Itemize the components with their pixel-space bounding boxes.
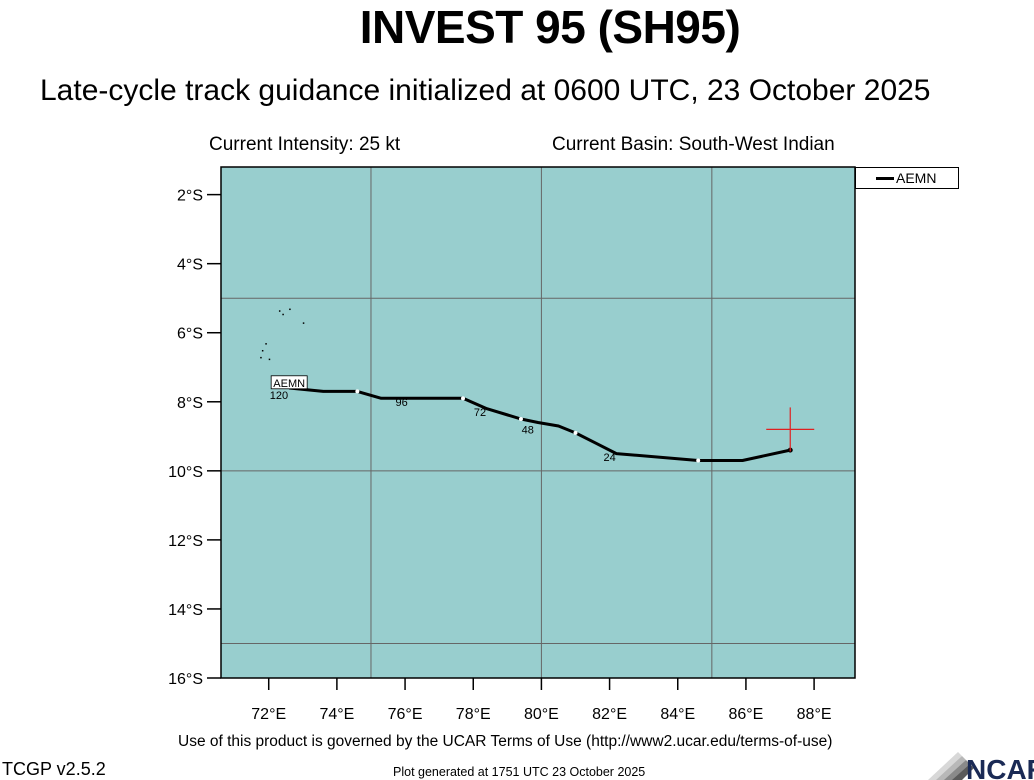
track-tau-marker xyxy=(573,430,578,435)
x-tick-label: 78°E xyxy=(456,706,491,723)
island-dot xyxy=(261,349,264,352)
plot-frame xyxy=(220,166,856,679)
track-tau-marker xyxy=(461,396,466,401)
tau-label: 96 xyxy=(396,397,408,409)
island-dot xyxy=(260,356,262,359)
y-tick-label: 8°S xyxy=(177,395,203,412)
legend-entry-aemn: AEMN xyxy=(896,170,937,186)
y-tick-label: 12°S xyxy=(168,533,203,550)
current-basin: Current Basin: South-West Indian xyxy=(552,134,835,155)
tau-label: 120 xyxy=(270,390,288,402)
chart-legend: AEMN xyxy=(855,167,959,189)
island-dot xyxy=(278,310,281,312)
y-tick-label: 2°S xyxy=(177,188,203,205)
x-tick-label: 72°E xyxy=(251,706,286,723)
x-tick-label: 76°E xyxy=(388,706,423,723)
island-dot xyxy=(265,343,267,345)
tau-label: 72 xyxy=(474,407,486,419)
track-line-aemn xyxy=(289,386,791,462)
island-dot xyxy=(282,313,284,316)
tau-label: 24 xyxy=(603,452,615,464)
ncar-logo: NCAR xyxy=(928,752,1034,780)
y-tick-label: 16°S xyxy=(168,671,203,688)
island-dot xyxy=(289,308,291,311)
track-tau-marker xyxy=(355,389,360,394)
y-tick-label: 6°S xyxy=(177,326,203,343)
tau-label: 48 xyxy=(522,424,534,436)
generated-timestamp: Plot generated at 1751 UTC 23 October 20… xyxy=(393,765,646,779)
version-label: TCGP v2.5.2 xyxy=(2,759,106,779)
x-tick-label: 88°E xyxy=(797,706,832,723)
legend-line-swatch xyxy=(876,177,894,180)
y-tick-label: 14°S xyxy=(168,602,203,619)
island-dot xyxy=(302,322,305,324)
x-tick-label: 82°E xyxy=(592,706,627,723)
current-intensity: Current Intensity: 25 kt xyxy=(209,134,401,155)
page-title: INVEST 95 (SH95) xyxy=(359,1,741,53)
x-tick-label: 74°E xyxy=(319,706,354,723)
terms-of-use-link[interactable]: Use of this product is governed by the U… xyxy=(178,733,833,750)
track-end-label-box xyxy=(270,375,308,390)
track-end-label: AEMN xyxy=(273,378,305,390)
track-tau-marker xyxy=(518,417,523,422)
x-tick-label: 86°E xyxy=(728,706,763,723)
track-tau-marker xyxy=(696,458,701,463)
y-tick-label: 4°S xyxy=(177,257,203,274)
y-tick-label: 10°S xyxy=(168,464,203,481)
page-subtitle: Late-cycle track guidance initialized at… xyxy=(40,74,931,107)
ncar-logo-text: NCAR xyxy=(966,754,1034,780)
x-tick-label: 80°E xyxy=(524,706,559,723)
island-dot xyxy=(268,358,271,361)
x-tick-label: 84°E xyxy=(660,706,695,723)
